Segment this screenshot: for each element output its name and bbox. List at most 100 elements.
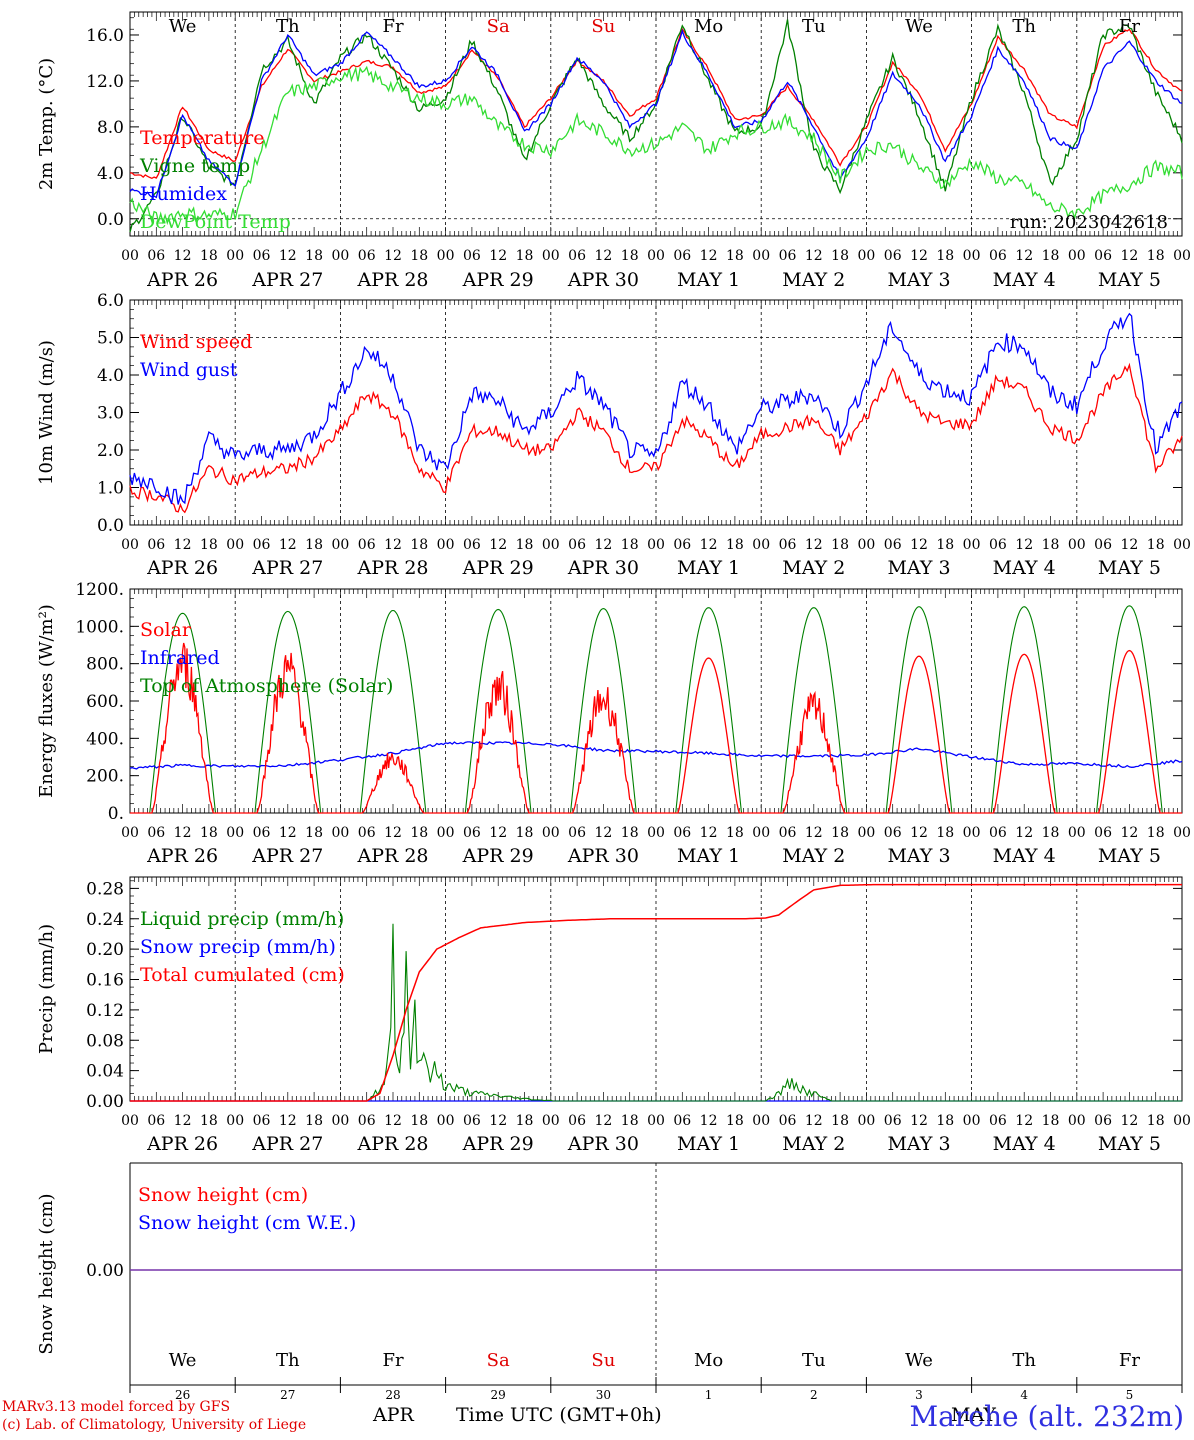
month-apr-label: APR [373,1404,414,1426]
day-label: APR 28 [356,269,428,291]
series-line-wind-gust [129,312,1183,505]
hour-tick-label: 06 [253,248,271,264]
hour-tick-label: 12 [279,537,297,553]
hour-tick-label: 06 [147,248,165,264]
hour-tick-label: 12 [489,1113,507,1129]
hour-tick-label: 12 [279,248,297,264]
plot-frame [129,11,1183,237]
day-number-label: 29 [491,1388,506,1402]
series-line-temperature [129,27,1183,180]
hour-tick-label: 12 [910,248,928,264]
hour-tick-label: 18 [410,825,428,841]
hour-tick-label: 12 [1120,248,1138,264]
hour-tick-label: 00 [542,248,560,264]
hour-tick-label: 06 [463,825,481,841]
hour-tick-label: 18 [726,1113,744,1129]
legend-entry: Humidex [140,183,227,205]
hour-tick-label: 06 [463,248,481,264]
hour-tick-label: 00 [647,1113,665,1129]
weekday-label: Su [591,16,615,37]
hour-tick-label: 00 [331,537,349,553]
footer-credits: MARv3.13 model forced by GFS (c) Lab. of… [2,1398,306,1434]
hour-tick-label: 12 [1015,1113,1033,1129]
day-label: APR 26 [146,845,218,867]
day-label: MAY 4 [993,557,1056,579]
hour-tick-label: 00 [542,825,560,841]
y-tick-label: 5.0 [97,329,124,349]
hour-tick-label: 12 [384,537,402,553]
weekday-label: We [905,1350,933,1371]
y-tick-label: 0.00 [86,1092,124,1112]
hour-tick-label: 06 [147,825,165,841]
y-tick-label: 0.28 [86,879,124,899]
day-label: MAY 2 [782,557,845,579]
hour-tick-label: 00 [857,825,875,841]
day-label: APR 28 [356,1133,428,1155]
day-label: APR 29 [462,1133,534,1155]
station-label: Marche (alt. 232m) [909,1400,1184,1433]
series-line-humidex [129,28,1183,199]
y-tick-label: 6.0 [97,291,124,311]
hour-tick-label: 06 [884,1113,902,1129]
day-label: APR 30 [567,269,639,291]
y-axis-label: Snow height (cm) [36,1193,57,1354]
hour-tick-label: 00 [1173,825,1191,841]
hour-tick-label: 12 [174,1113,192,1129]
hour-tick-label: 00 [963,248,981,264]
series-line-infrared [129,741,1183,770]
hour-tick-label: 18 [305,1113,323,1129]
y-axis-label: 2m Temp. (°C) [36,58,57,190]
legend-entry: Wind gust [140,359,238,381]
day-label: MAY 1 [677,1133,740,1155]
hour-tick-label: 18 [516,825,534,841]
hour-tick-label: 18 [410,537,428,553]
hour-tick-label: 18 [936,537,954,553]
hour-tick-label: 00 [331,1113,349,1129]
hour-tick-label: 06 [1094,537,1112,553]
legend-entry: Snow height (cm W.E.) [138,1212,356,1234]
y-tick-label: 800. [86,655,124,675]
hour-tick-label: 00 [542,1113,560,1129]
day-label: MAY 1 [677,269,740,291]
hour-tick-label: 00 [226,1113,244,1129]
hour-tick-label: 06 [989,537,1007,553]
hour-tick-label: 06 [884,537,902,553]
day-label: MAY 4 [993,845,1056,867]
hour-tick-label: 18 [1042,248,1060,264]
hour-tick-label: 06 [1094,1113,1112,1129]
y-tick-label: 0.0 [97,516,124,536]
hour-tick-label: 12 [700,537,718,553]
hour-tick-label: 18 [936,248,954,264]
weekday-label: Su [591,1350,615,1371]
hour-tick-label: 18 [200,248,218,264]
day-label: APR 26 [146,1133,218,1155]
hour-tick-label: 00 [437,248,455,264]
hour-tick-label: 12 [489,248,507,264]
wind-panel: 0.0 1.0 2.0 3.0 4.0 5.0 6.0 10m Wind (m/s) Wind … [36,291,1191,579]
day-number-label: 4 [1020,1388,1028,1402]
hour-tick-label: 00 [331,248,349,264]
hour-tick-label: 18 [831,248,849,264]
hour-tick-label: 00 [121,1113,139,1129]
y-tick-label: 16.0 [86,26,124,46]
hour-tick-label: 12 [594,248,612,264]
hour-tick-label: 06 [884,248,902,264]
hour-tick-label: 12 [1120,1113,1138,1129]
hour-tick-label: 12 [594,1113,612,1129]
legend-entry: Wind speed [140,331,252,353]
series-line-total-cumulated [130,883,1182,1102]
hour-tick-label: 06 [147,537,165,553]
run-label: run: 2023042618 [1010,212,1168,233]
day-number-label: 1 [705,1388,713,1402]
legend-entry: Solar [140,619,192,641]
weekday-label: Mo [694,1350,723,1371]
y-tick-label: 1000. [75,617,124,637]
hour-tick-label: 18 [1147,825,1165,841]
hour-tick-label: 06 [568,1113,586,1129]
day-label: APR 26 [146,269,218,291]
legend-entry: DewPoint Temp [140,211,291,233]
hour-tick-label: 06 [673,248,691,264]
y-tick-label: 600. [86,692,124,712]
hour-tick-label: 18 [200,1113,218,1129]
weekday-label: Th [276,1350,300,1371]
